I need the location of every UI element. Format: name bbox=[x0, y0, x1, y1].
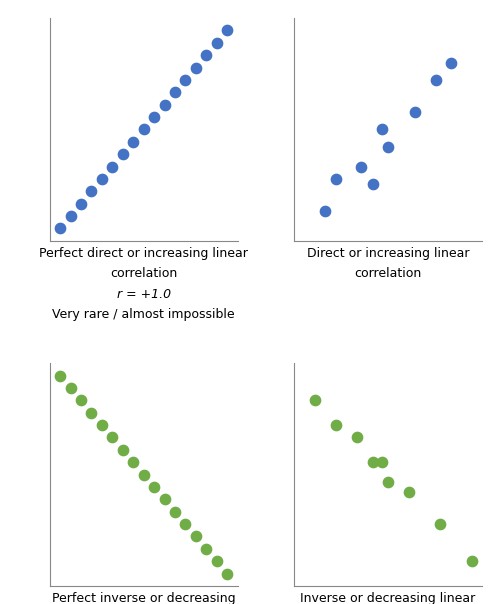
Point bbox=[202, 544, 210, 554]
Point bbox=[311, 396, 319, 405]
Point bbox=[171, 88, 179, 97]
Point bbox=[56, 223, 64, 233]
Text: Perfect inverse or decreasing: Perfect inverse or decreasing bbox=[52, 592, 236, 604]
Point bbox=[357, 162, 365, 172]
Text: Inverse or decreasing linear: Inverse or decreasing linear bbox=[301, 592, 476, 604]
Point bbox=[369, 179, 377, 188]
Point bbox=[181, 75, 189, 85]
Point bbox=[87, 408, 95, 417]
Point bbox=[108, 432, 116, 442]
Point bbox=[77, 396, 85, 405]
Point bbox=[432, 75, 440, 85]
Point bbox=[129, 457, 137, 467]
Point bbox=[192, 532, 200, 541]
Point bbox=[67, 383, 75, 393]
Point bbox=[140, 470, 148, 480]
Point bbox=[161, 100, 168, 109]
Point bbox=[332, 420, 340, 430]
Point bbox=[412, 108, 419, 117]
Point bbox=[384, 477, 392, 487]
Point bbox=[369, 457, 377, 467]
Point bbox=[223, 569, 231, 579]
Point bbox=[447, 58, 455, 68]
Point bbox=[223, 25, 231, 35]
Text: Perfect direct or increasing linear: Perfect direct or increasing linear bbox=[39, 247, 248, 260]
Point bbox=[140, 124, 148, 134]
Point bbox=[129, 137, 137, 147]
Point bbox=[67, 211, 75, 221]
Point bbox=[468, 556, 476, 566]
Point bbox=[119, 445, 127, 455]
Point bbox=[56, 371, 64, 381]
Point bbox=[213, 556, 221, 566]
Text: r = +1.0: r = +1.0 bbox=[117, 288, 171, 301]
Point bbox=[322, 206, 330, 216]
Text: correlation: correlation bbox=[354, 268, 422, 280]
Text: Very rare / almost impossible: Very rare / almost impossible bbox=[52, 309, 235, 321]
Point bbox=[213, 38, 221, 48]
Point bbox=[98, 174, 106, 184]
Point bbox=[98, 420, 106, 430]
Point bbox=[181, 519, 189, 529]
Point bbox=[87, 187, 95, 196]
Point bbox=[150, 482, 158, 492]
Text: Direct or increasing linear: Direct or increasing linear bbox=[307, 247, 469, 260]
Point bbox=[161, 495, 168, 504]
Point bbox=[332, 174, 340, 184]
Point bbox=[108, 162, 116, 172]
Point bbox=[192, 63, 200, 72]
Point bbox=[119, 149, 127, 159]
Point bbox=[378, 457, 386, 467]
Point bbox=[202, 50, 210, 60]
Text: correlation: correlation bbox=[110, 268, 177, 280]
Point bbox=[171, 507, 179, 516]
Point bbox=[384, 142, 392, 152]
Point bbox=[150, 112, 158, 122]
Point bbox=[353, 432, 361, 442]
Point bbox=[405, 487, 413, 496]
Point bbox=[436, 519, 444, 529]
Point bbox=[77, 199, 85, 208]
Point bbox=[378, 124, 386, 134]
